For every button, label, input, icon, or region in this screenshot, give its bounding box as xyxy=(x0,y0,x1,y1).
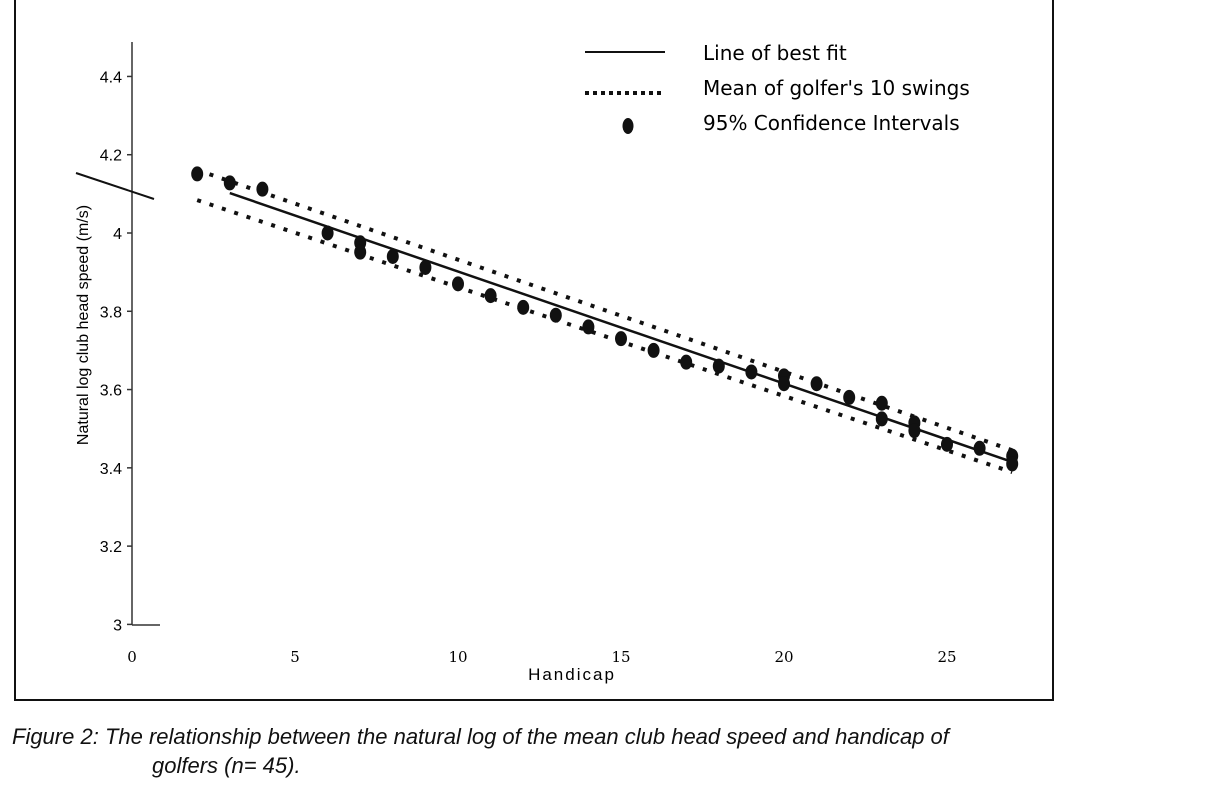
data-point xyxy=(582,319,595,335)
y-tick-label: 3.6 xyxy=(100,383,122,400)
marks xyxy=(191,166,1019,475)
legend-marker-ci xyxy=(622,118,634,134)
caption-line2: golfers (n= 45). xyxy=(152,753,301,778)
axes: 3 3.2 3.4 3.6 3.8 4 4.2 4.4 0 5 10 15 20 25 xyxy=(75,42,957,666)
data-point xyxy=(386,248,399,264)
y-tick-label: 3.4 xyxy=(100,461,122,478)
data-point xyxy=(549,307,562,323)
data-point xyxy=(191,166,204,182)
x-tick-label: 0 xyxy=(127,648,137,666)
data-point xyxy=(354,244,367,260)
data-point xyxy=(712,358,725,374)
ci-upper-line xyxy=(196,168,1013,453)
data-point xyxy=(419,259,432,275)
legend-label-best-fit: Line of best fit xyxy=(703,41,847,65)
data-point xyxy=(484,288,497,304)
caption-label: Figure 2: xyxy=(12,724,99,749)
y-tick-label: 4.4 xyxy=(100,69,122,86)
data-point xyxy=(908,423,921,439)
axis-break-mark xyxy=(75,172,155,200)
data-point xyxy=(778,376,790,392)
data-point xyxy=(680,354,693,370)
data-point xyxy=(941,436,953,452)
x-tick-label: 10 xyxy=(448,648,467,666)
y-tick-label: 4 xyxy=(113,226,122,243)
data-point xyxy=(647,342,660,358)
x-tick-label: 5 xyxy=(290,648,300,666)
best-fit-line xyxy=(229,191,1013,464)
y-tick-label: 4.2 xyxy=(100,148,122,165)
data-point xyxy=(452,276,464,292)
ci-lower-line xyxy=(196,198,1013,475)
chart: 33.23.43.63.844.24.40 5 10 15 20 25 Handicap … xyxy=(75,41,1019,684)
data-point xyxy=(517,299,530,315)
y-tick-label: 3.8 xyxy=(100,304,122,321)
y-axis-label: Natural log club head speed (m/s) xyxy=(75,205,92,445)
data-point xyxy=(223,175,236,191)
figure-caption: Figure 2: The relationship between the n… xyxy=(12,722,1207,780)
data-point xyxy=(973,440,986,456)
data-point xyxy=(810,376,823,392)
figure-frame xyxy=(14,0,1054,701)
data-point xyxy=(615,331,627,347)
legend: Line of best fit Mean of golfer's 10 swi… xyxy=(585,41,970,135)
data-point xyxy=(321,225,334,241)
x-tick-label: 20 xyxy=(774,648,793,666)
x-axis-label: Handicap xyxy=(528,665,616,684)
data-point xyxy=(745,364,758,380)
legend-label-ci: 95% Confidence Intervals xyxy=(703,111,960,135)
x-tick-label: 25 xyxy=(937,648,956,666)
caption-line1: The relationship between the natural log… xyxy=(104,724,949,749)
legend-label-mean: Mean of golfer's 10 swings xyxy=(703,76,970,100)
x-tick-label: 15 xyxy=(611,648,630,666)
y-tick-label: 3.2 xyxy=(100,539,122,556)
y-tick-label: 3 xyxy=(113,617,122,634)
data-point xyxy=(1006,456,1019,472)
data-point xyxy=(875,395,888,411)
data-point xyxy=(875,411,888,427)
data-point xyxy=(256,181,269,197)
data-point xyxy=(843,389,856,405)
